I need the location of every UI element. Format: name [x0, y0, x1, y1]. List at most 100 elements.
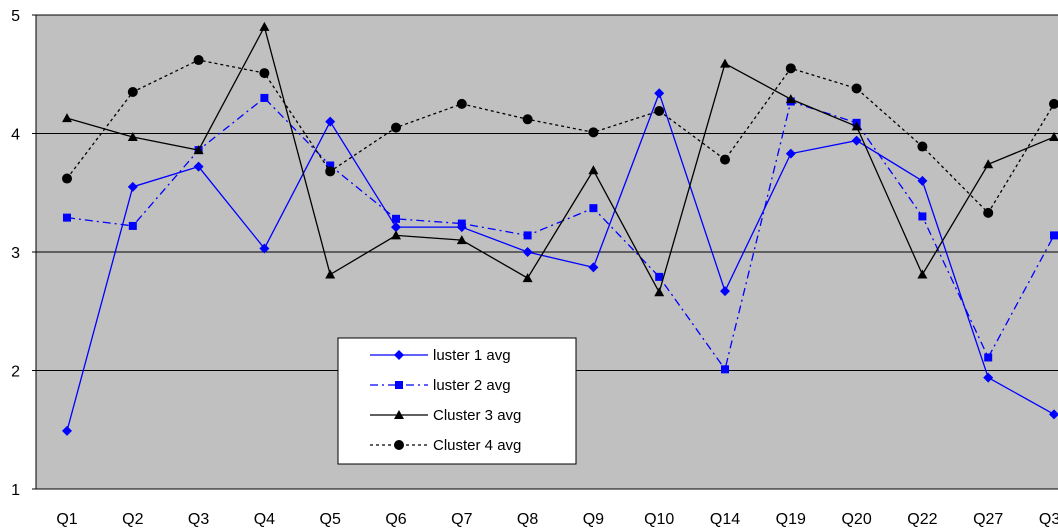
legend-item: luster 1 avg	[370, 347, 511, 364]
data-point	[1049, 98, 1058, 109]
gridlines	[36, 14, 1058, 371]
data-point	[588, 165, 599, 175]
data-point	[654, 287, 665, 297]
data-point	[1050, 231, 1058, 240]
y-tick-label: 5	[11, 8, 20, 25]
data-point	[1049, 409, 1058, 420]
data-point	[917, 269, 928, 279]
x-tick-label: Q6	[385, 511, 406, 528]
data-point	[655, 272, 664, 281]
legend-marker	[394, 410, 404, 419]
data-point	[588, 262, 599, 273]
data-point	[721, 365, 729, 374]
data-point	[456, 235, 467, 245]
y-tick-label: 2	[11, 364, 20, 381]
data-point	[851, 83, 862, 94]
data-point	[522, 114, 533, 125]
data-point	[62, 425, 72, 436]
data-point	[917, 175, 928, 186]
series-3	[62, 21, 1058, 297]
data-point	[325, 269, 336, 279]
data-point	[391, 230, 401, 240]
x-tick-label: Q8	[517, 511, 538, 528]
data-point	[522, 273, 533, 283]
series-group	[62, 21, 1058, 436]
data-point	[259, 243, 270, 254]
data-point	[917, 141, 928, 152]
y-tick-labels: 1 2 3 4 5	[11, 8, 20, 499]
data-point	[1049, 132, 1058, 142]
data-point	[720, 286, 730, 297]
data-point	[391, 122, 401, 133]
legend-item: Cluster 3 avg	[370, 407, 521, 424]
data-point	[193, 145, 204, 155]
data-point	[588, 127, 599, 138]
x-tick-label: Q32	[1039, 511, 1058, 528]
x-tick-label: Q9	[583, 511, 604, 528]
series-line	[66, 59, 1055, 214]
data-point	[63, 213, 71, 222]
series-line	[66, 91, 1055, 432]
y-tick-label: 3	[11, 245, 20, 262]
data-point	[654, 105, 665, 116]
x-tick-labels: Q1 Q2 Q3 Q4 Q5 Q6 Q7 Q8 Q9 Q10 Q14 Q19 Q20 Q22 Q27 Q32	[56, 511, 1058, 528]
data-point	[785, 63, 796, 74]
legend-item: Cluster 4 avg	[370, 437, 521, 454]
legend-marker	[395, 381, 403, 389]
y-tick-label: 4	[11, 127, 20, 144]
data-point	[391, 222, 401, 233]
data-point	[127, 181, 138, 192]
series-line	[66, 97, 1055, 371]
data-point	[720, 58, 730, 68]
data-point	[326, 161, 335, 170]
data-point	[259, 68, 270, 79]
data-point	[983, 159, 994, 169]
data-point	[62, 113, 72, 123]
data-point	[785, 94, 796, 104]
data-point	[193, 161, 204, 172]
data-point	[918, 212, 927, 221]
legend-marker	[394, 350, 404, 360]
legend-label: luster 1 avg	[433, 347, 511, 364]
x-tick-label: Q20	[841, 511, 871, 528]
legend-marker	[394, 440, 404, 450]
series-4	[62, 55, 1058, 218]
data-point	[720, 154, 730, 165]
legend-label: Cluster 3 avg	[433, 407, 521, 424]
series-line	[66, 25, 1055, 295]
x-tick-label: Q3	[188, 511, 209, 528]
data-point	[127, 87, 138, 98]
x-tick-label: Q10	[644, 511, 674, 528]
data-point	[392, 214, 400, 223]
data-point	[654, 88, 665, 99]
data-point	[785, 148, 796, 159]
data-point	[260, 93, 269, 102]
x-tick-label: Q5	[320, 511, 341, 528]
legend-box	[337, 337, 577, 465]
data-point	[983, 372, 994, 383]
data-point	[127, 132, 138, 142]
data-point	[983, 207, 994, 218]
data-point	[851, 135, 862, 146]
x-tick-label: Q22	[907, 511, 937, 528]
legend-item: luster 2 avg	[370, 377, 511, 394]
legend-label: luster 2 avg	[433, 377, 511, 394]
data-point	[522, 247, 533, 257]
series-1	[62, 88, 1058, 436]
data-point	[62, 173, 72, 184]
data-point	[259, 21, 270, 31]
data-point	[193, 55, 204, 66]
x-tick-label: Q19	[776, 511, 806, 528]
x-tick-label: Q1	[56, 511, 77, 528]
data-point	[325, 116, 336, 127]
data-point	[851, 121, 862, 131]
data-point	[457, 219, 466, 228]
data-point	[589, 204, 598, 213]
x-tick-label: Q7	[451, 511, 472, 528]
data-point	[325, 166, 336, 177]
axes	[32, 14, 1058, 490]
x-tick-label: Q2	[122, 511, 143, 528]
data-point	[984, 353, 993, 362]
y-tick-label: 1	[11, 482, 20, 499]
